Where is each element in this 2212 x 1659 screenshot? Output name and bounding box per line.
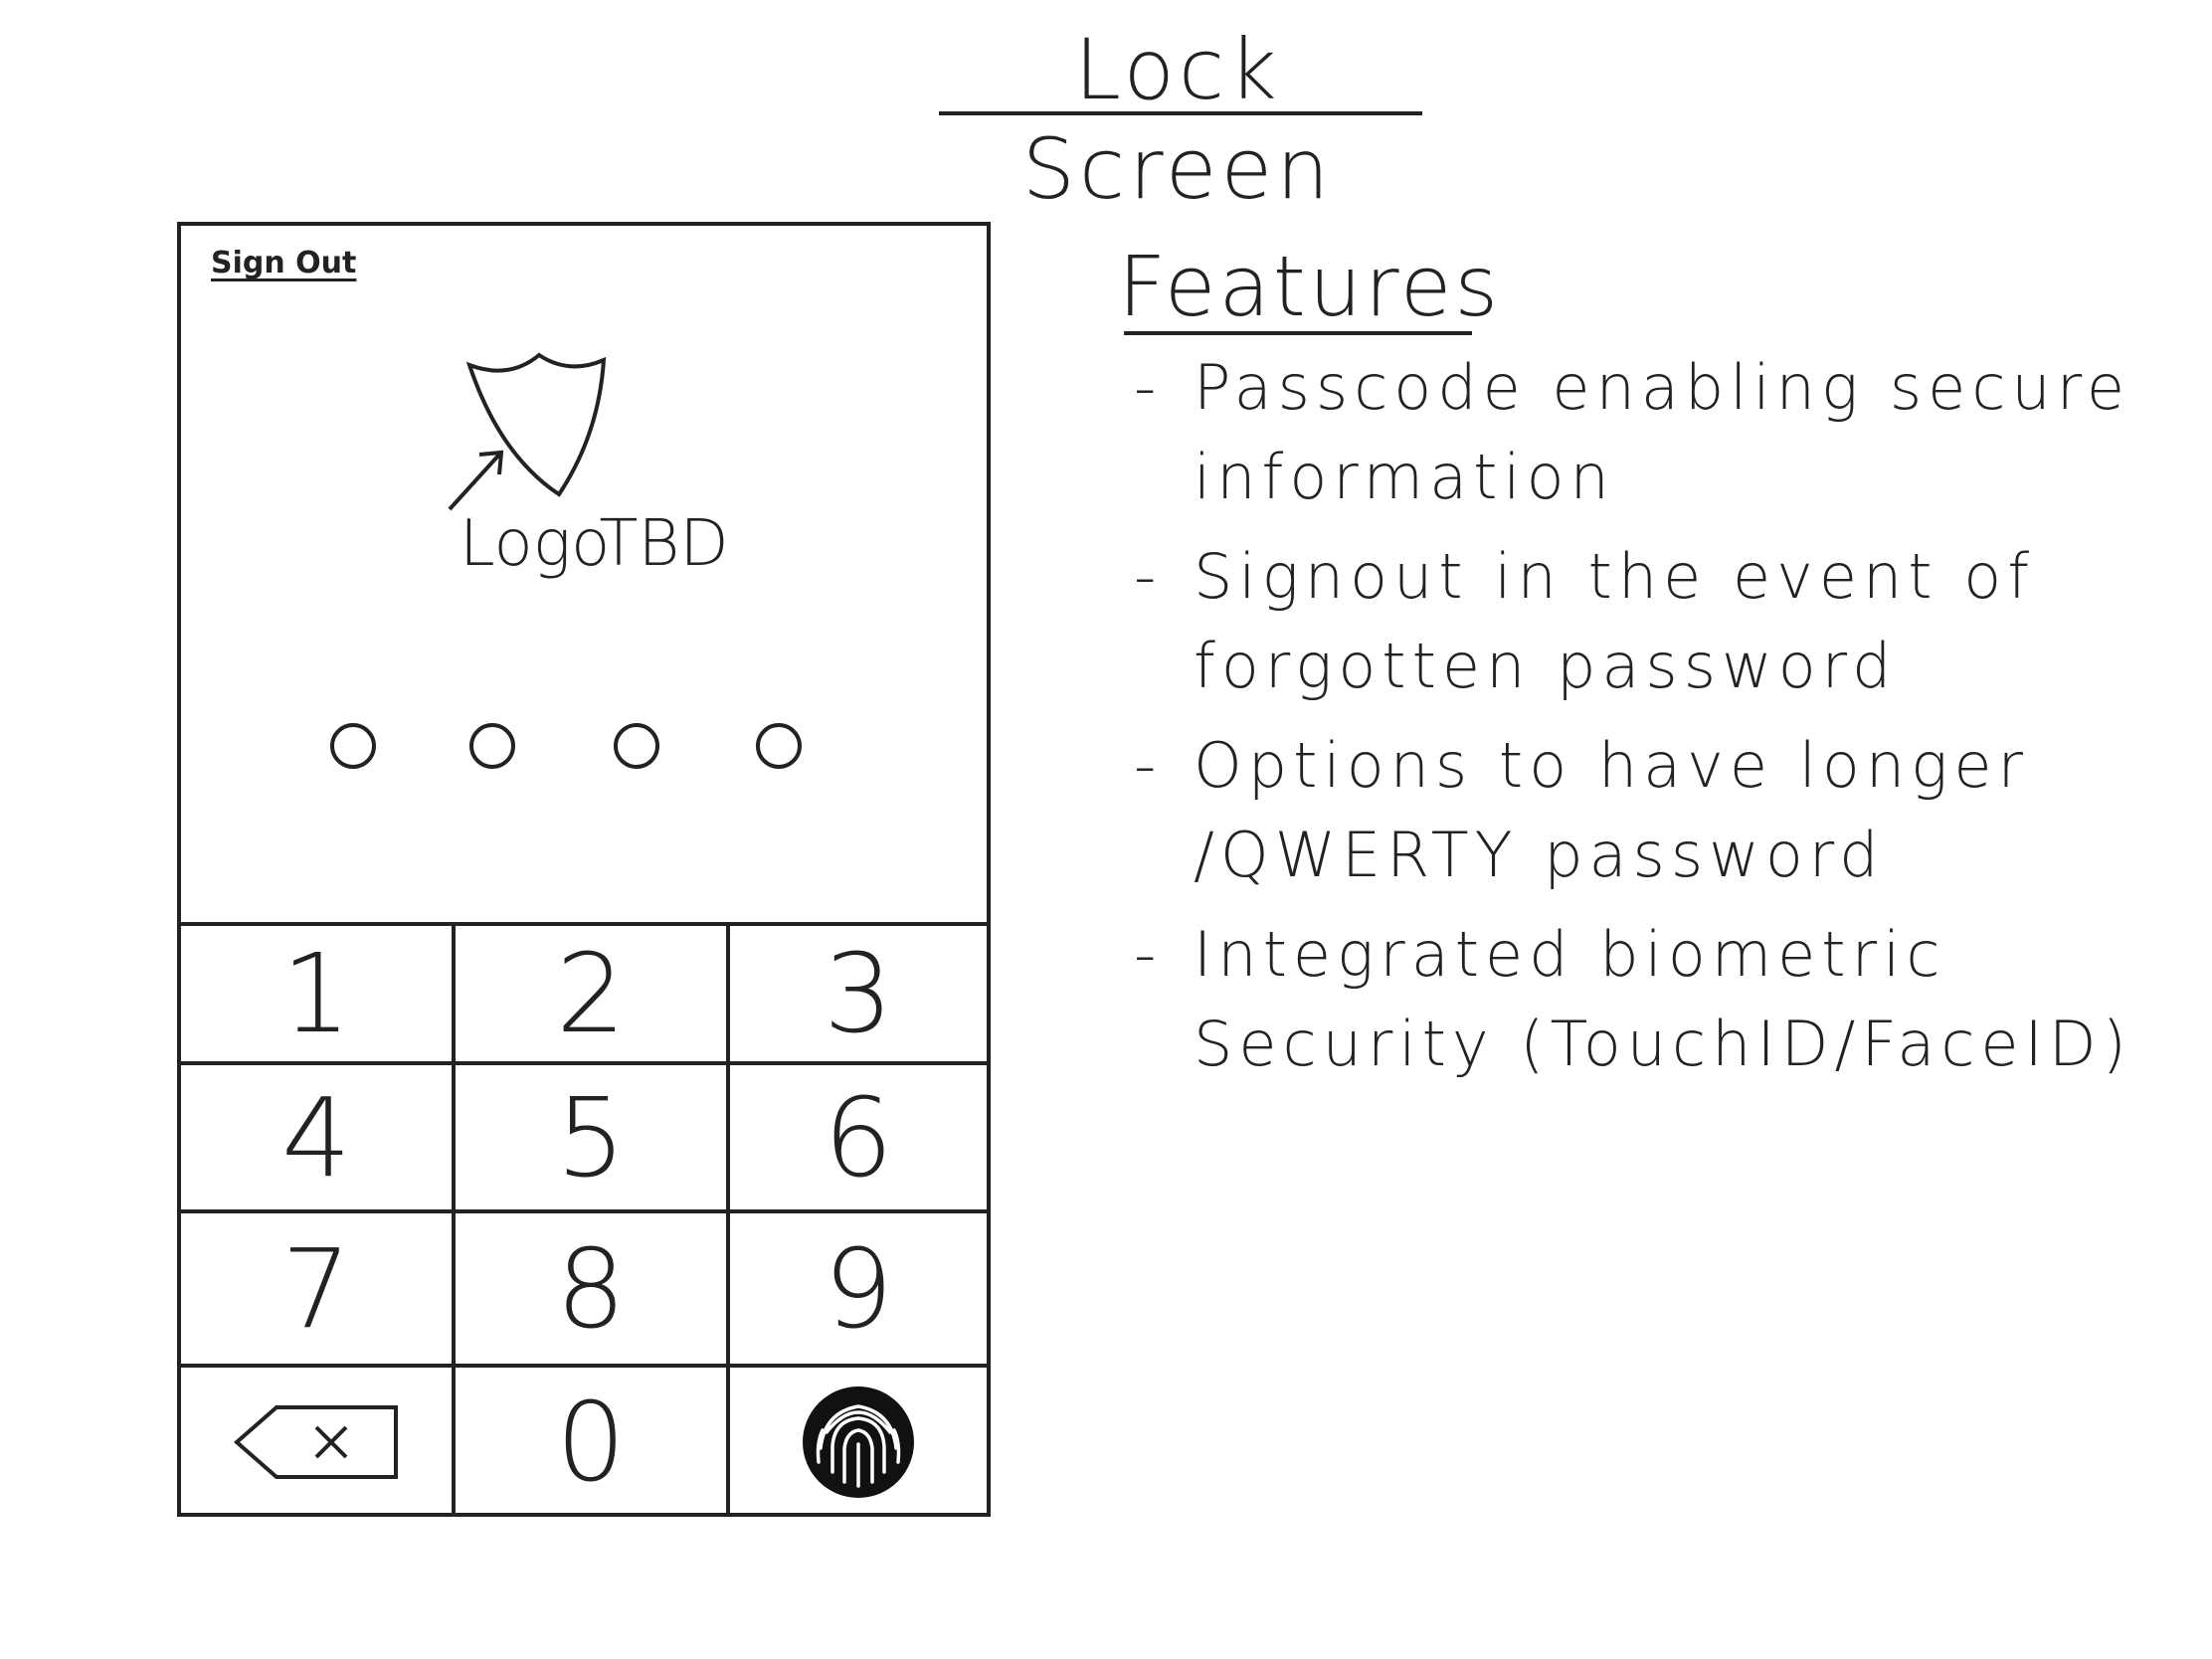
shield-logo-icon [465,352,607,497]
keypad-divider [726,926,730,1517]
logo-placeholder-label: LogoTBD [460,507,729,581]
fingerprint-button[interactable] [730,1368,987,1517]
key-4[interactable]: 4 [281,1073,351,1201]
key-7[interactable]: 7 [281,1224,351,1353]
list-dash: - [1134,351,1163,424]
passcode-dots [330,723,847,783]
backspace-button[interactable] [181,1368,452,1517]
passcode-dot [614,723,659,769]
key-6[interactable]: 6 [824,1073,893,1201]
keypad-divider [181,1364,987,1368]
list-dash: - [1134,918,1163,991]
backspace-icon [233,1405,398,1479]
list-item: - Integrated biometric Security (TouchID/… [1134,910,2188,1089]
phone-mockup: Sign Out LogoTBD 1 2 3 4 5 6 7 8 9 [177,222,991,1517]
key-8[interactable]: 8 [556,1224,626,1353]
keypad-divider [452,926,456,1517]
features-list: - Passcode enabling secure information -S… [1134,343,2188,1099]
feature-text: Passcode enabling secure information [1194,351,2130,513]
numeric-keypad: 1 2 3 4 5 6 7 8 9 0 [181,922,987,1517]
list-item: - Options to have longer /QWERTY password [1134,721,2188,900]
list-item: - Signout in the event of forgotten passw… [1134,532,2188,711]
page-title: Lock Screen [1021,21,1334,218]
passcode-dot [756,723,802,769]
feature-text: Signout in the event of forgotten passwo… [1194,540,2036,702]
features-heading: Features [1118,238,1502,335]
title-underline [939,111,1422,115]
key-1[interactable]: 1 [281,930,351,1057]
keypad-divider [181,1061,987,1065]
list-item: - Passcode enabling secure information [1134,343,2188,522]
key-2[interactable]: 2 [556,930,626,1057]
feature-text: Options to have longer /QWERTY password [1194,729,2030,891]
key-0[interactable]: 0 [556,1379,626,1506]
fingerprint-icon [803,1386,914,1498]
features-underline [1124,331,1472,335]
sign-out-link[interactable]: Sign Out [211,246,357,280]
passcode-dot [469,723,515,769]
list-dash: - [1134,540,1163,613]
list-dash: - [1134,729,1163,802]
key-9[interactable]: 9 [824,1224,893,1353]
passcode-dot [330,723,376,769]
key-3[interactable]: 3 [824,930,893,1057]
keypad-divider [181,1209,987,1213]
arrow-icon [448,450,504,511]
key-5[interactable]: 5 [556,1073,626,1201]
feature-text: Integrated biometric Security (TouchID/F… [1194,918,2132,1080]
